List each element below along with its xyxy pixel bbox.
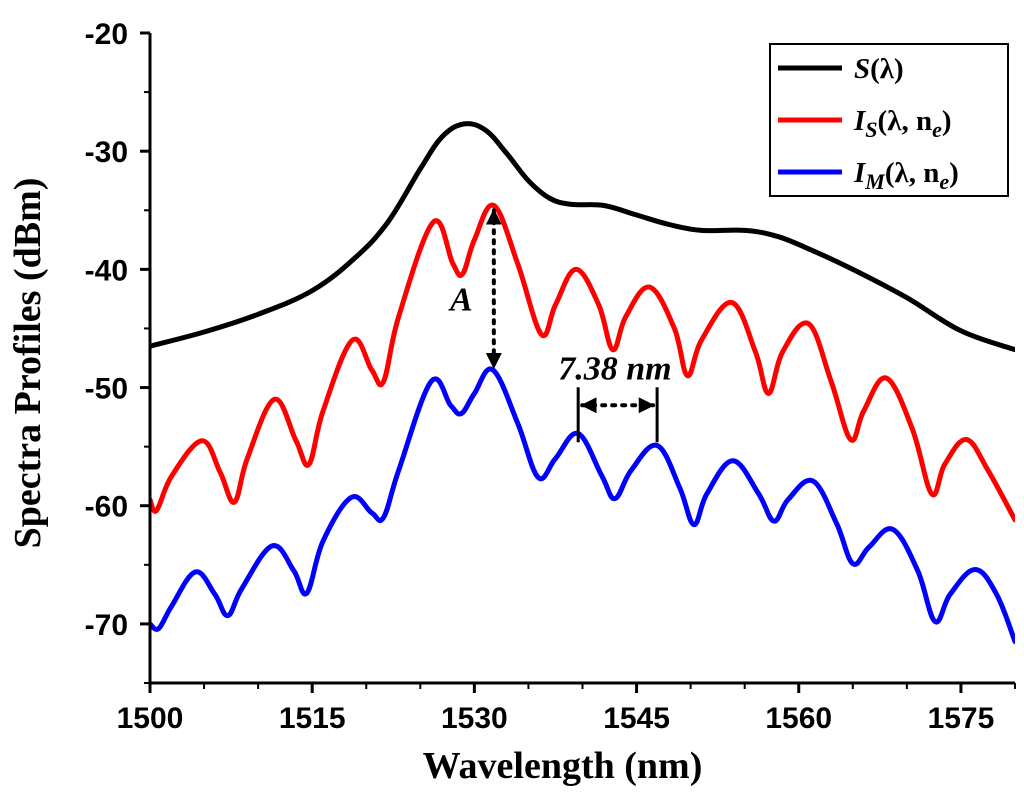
annotations: A 7.38 nm	[448, 208, 672, 443]
x-tick-label: 1575	[928, 702, 995, 735]
legend: S(λ) IS(λ, ne) IM(λ, ne)	[769, 43, 1009, 197]
x-tick-label: 1545	[603, 702, 670, 735]
y-tick-label: -40	[85, 254, 128, 287]
period-label: 7.38 nm	[558, 350, 671, 387]
amplitude-label: A	[448, 282, 473, 319]
legend-label-0: S(λ)	[854, 53, 904, 85]
y-tick-label: -60	[85, 491, 128, 524]
series-line-2	[150, 366, 1015, 645]
y-tick-label: -50	[85, 373, 128, 406]
x-axis-title: Wavelength (nm)	[423, 745, 703, 787]
series-line-1	[150, 202, 1015, 523]
axes: 1500 1515 1530 1545 1560 1575 -20 -30 -40 -50 -60 -…	[7, 18, 1016, 787]
x-tick-label: 1515	[279, 702, 346, 735]
x-tick-label: 1530	[441, 702, 508, 735]
x-tick-label: 1500	[117, 702, 184, 735]
series-group	[150, 121, 1015, 645]
y-tick-label: -20	[85, 18, 128, 51]
series-line-0	[150, 121, 1015, 353]
legend-label-1: IS(λ, ne)	[853, 105, 952, 142]
y-tick-label: -70	[85, 609, 128, 642]
plot-area	[150, 121, 1015, 645]
y-tick-label: -30	[85, 136, 128, 169]
x-tick-label: 1560	[765, 702, 832, 735]
legend-label-2: IM(λ, ne)	[853, 157, 959, 194]
y-axis-title: Spectra Profiles (dBm)	[7, 178, 49, 549]
